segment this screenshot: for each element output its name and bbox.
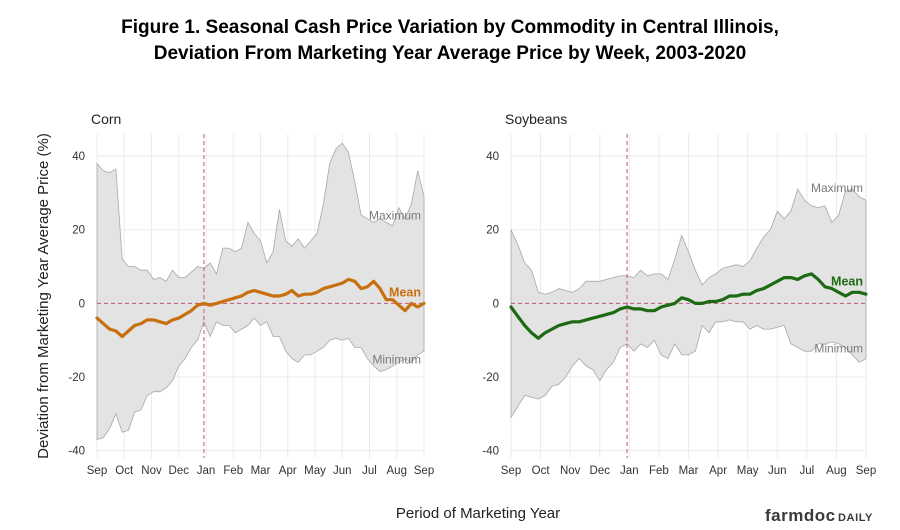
y-tick-label: -40 bbox=[482, 446, 499, 458]
x-tick-label-aug: Aug bbox=[826, 465, 846, 477]
y-tick-label: -20 bbox=[482, 372, 499, 384]
x-tick-label-jun: Jun bbox=[768, 465, 787, 477]
x-tick-label-oct: Oct bbox=[115, 465, 134, 477]
mean-label: Mean bbox=[831, 275, 863, 289]
soybeans-panel: -40 -20 0 20 40 Sep Oct Nov Dec Jan Feb Mar Apr May Ju… bbox=[482, 111, 876, 477]
x-tick-label-nov: Nov bbox=[560, 465, 581, 477]
y-tick-label: 40 bbox=[486, 151, 499, 163]
x-tick-label-sep: Sep bbox=[501, 465, 521, 477]
x-tick-label-feb: Feb bbox=[649, 465, 669, 477]
minimum-label: Minimum bbox=[372, 353, 421, 367]
x-tick-label-dec: Dec bbox=[590, 465, 611, 477]
x-tick-label-nov: Nov bbox=[141, 465, 162, 477]
corn-panel: -40 -20 0 20 40 Sep Oct Nov Dec Jan Feb Mar Apr May Ju… bbox=[68, 111, 434, 477]
x-tick-label-feb: Feb bbox=[223, 465, 243, 477]
x-tick-label-jul: Jul bbox=[362, 465, 377, 477]
maximum-label: Maximum bbox=[811, 181, 863, 195]
x-tick-label-jan: Jan bbox=[620, 465, 639, 477]
figure-title-line2: Deviation From Marketing Year Average Pr… bbox=[154, 43, 746, 64]
x-tick-label-may: May bbox=[304, 465, 326, 477]
maximum-label: Maximum bbox=[369, 209, 421, 223]
y-tick-label: 0 bbox=[493, 298, 499, 310]
x-tick-label-may: May bbox=[737, 465, 759, 477]
x-tick-label-oct: Oct bbox=[532, 465, 551, 477]
x-tick-label-jan: Jan bbox=[197, 465, 216, 477]
x-tick-label-jun: Jun bbox=[333, 465, 352, 477]
y-tick-label: 20 bbox=[72, 225, 85, 237]
panel-title: Corn bbox=[91, 111, 121, 127]
x-tick-label-apr: Apr bbox=[279, 465, 297, 477]
x-tick-label-jul: Jul bbox=[799, 465, 814, 477]
y-tick-label: -20 bbox=[68, 372, 85, 384]
mean-label: Mean bbox=[389, 286, 421, 300]
y-tick-label: 0 bbox=[79, 298, 85, 310]
x-tick-label-aug: Aug bbox=[387, 465, 407, 477]
x-tick-label-mar: Mar bbox=[679, 465, 699, 477]
x-tick-label-sep: Sep bbox=[87, 465, 107, 477]
y-tick-label: -40 bbox=[68, 446, 85, 458]
x-axis-title: Period of Marketing Year bbox=[396, 505, 560, 522]
y-tick-label: 20 bbox=[486, 225, 499, 237]
figure-title-line1: Figure 1. Seasonal Cash Price Variation … bbox=[121, 17, 779, 38]
farmdoc-daily-logo: farmdoc DAILY bbox=[765, 506, 873, 525]
x-tick-label-sep: Sep bbox=[856, 465, 876, 477]
y-axis-title: Deviation from Marketing Year Average Pr… bbox=[35, 133, 52, 459]
mean-line bbox=[509, 272, 868, 340]
mean-line bbox=[95, 277, 426, 339]
panel-title: Soybeans bbox=[505, 111, 567, 127]
y-tick-label: 40 bbox=[72, 151, 85, 163]
x-tick-label-apr: Apr bbox=[709, 465, 727, 477]
brand-sub: DAILY bbox=[838, 512, 873, 524]
x-tick-label-mar: Mar bbox=[251, 465, 271, 477]
x-tick-label-dec: Dec bbox=[169, 465, 190, 477]
brand-main: farmdoc bbox=[765, 506, 836, 525]
minimum-label: Minimum bbox=[814, 342, 863, 356]
x-tick-label-sep: Sep bbox=[414, 465, 434, 477]
